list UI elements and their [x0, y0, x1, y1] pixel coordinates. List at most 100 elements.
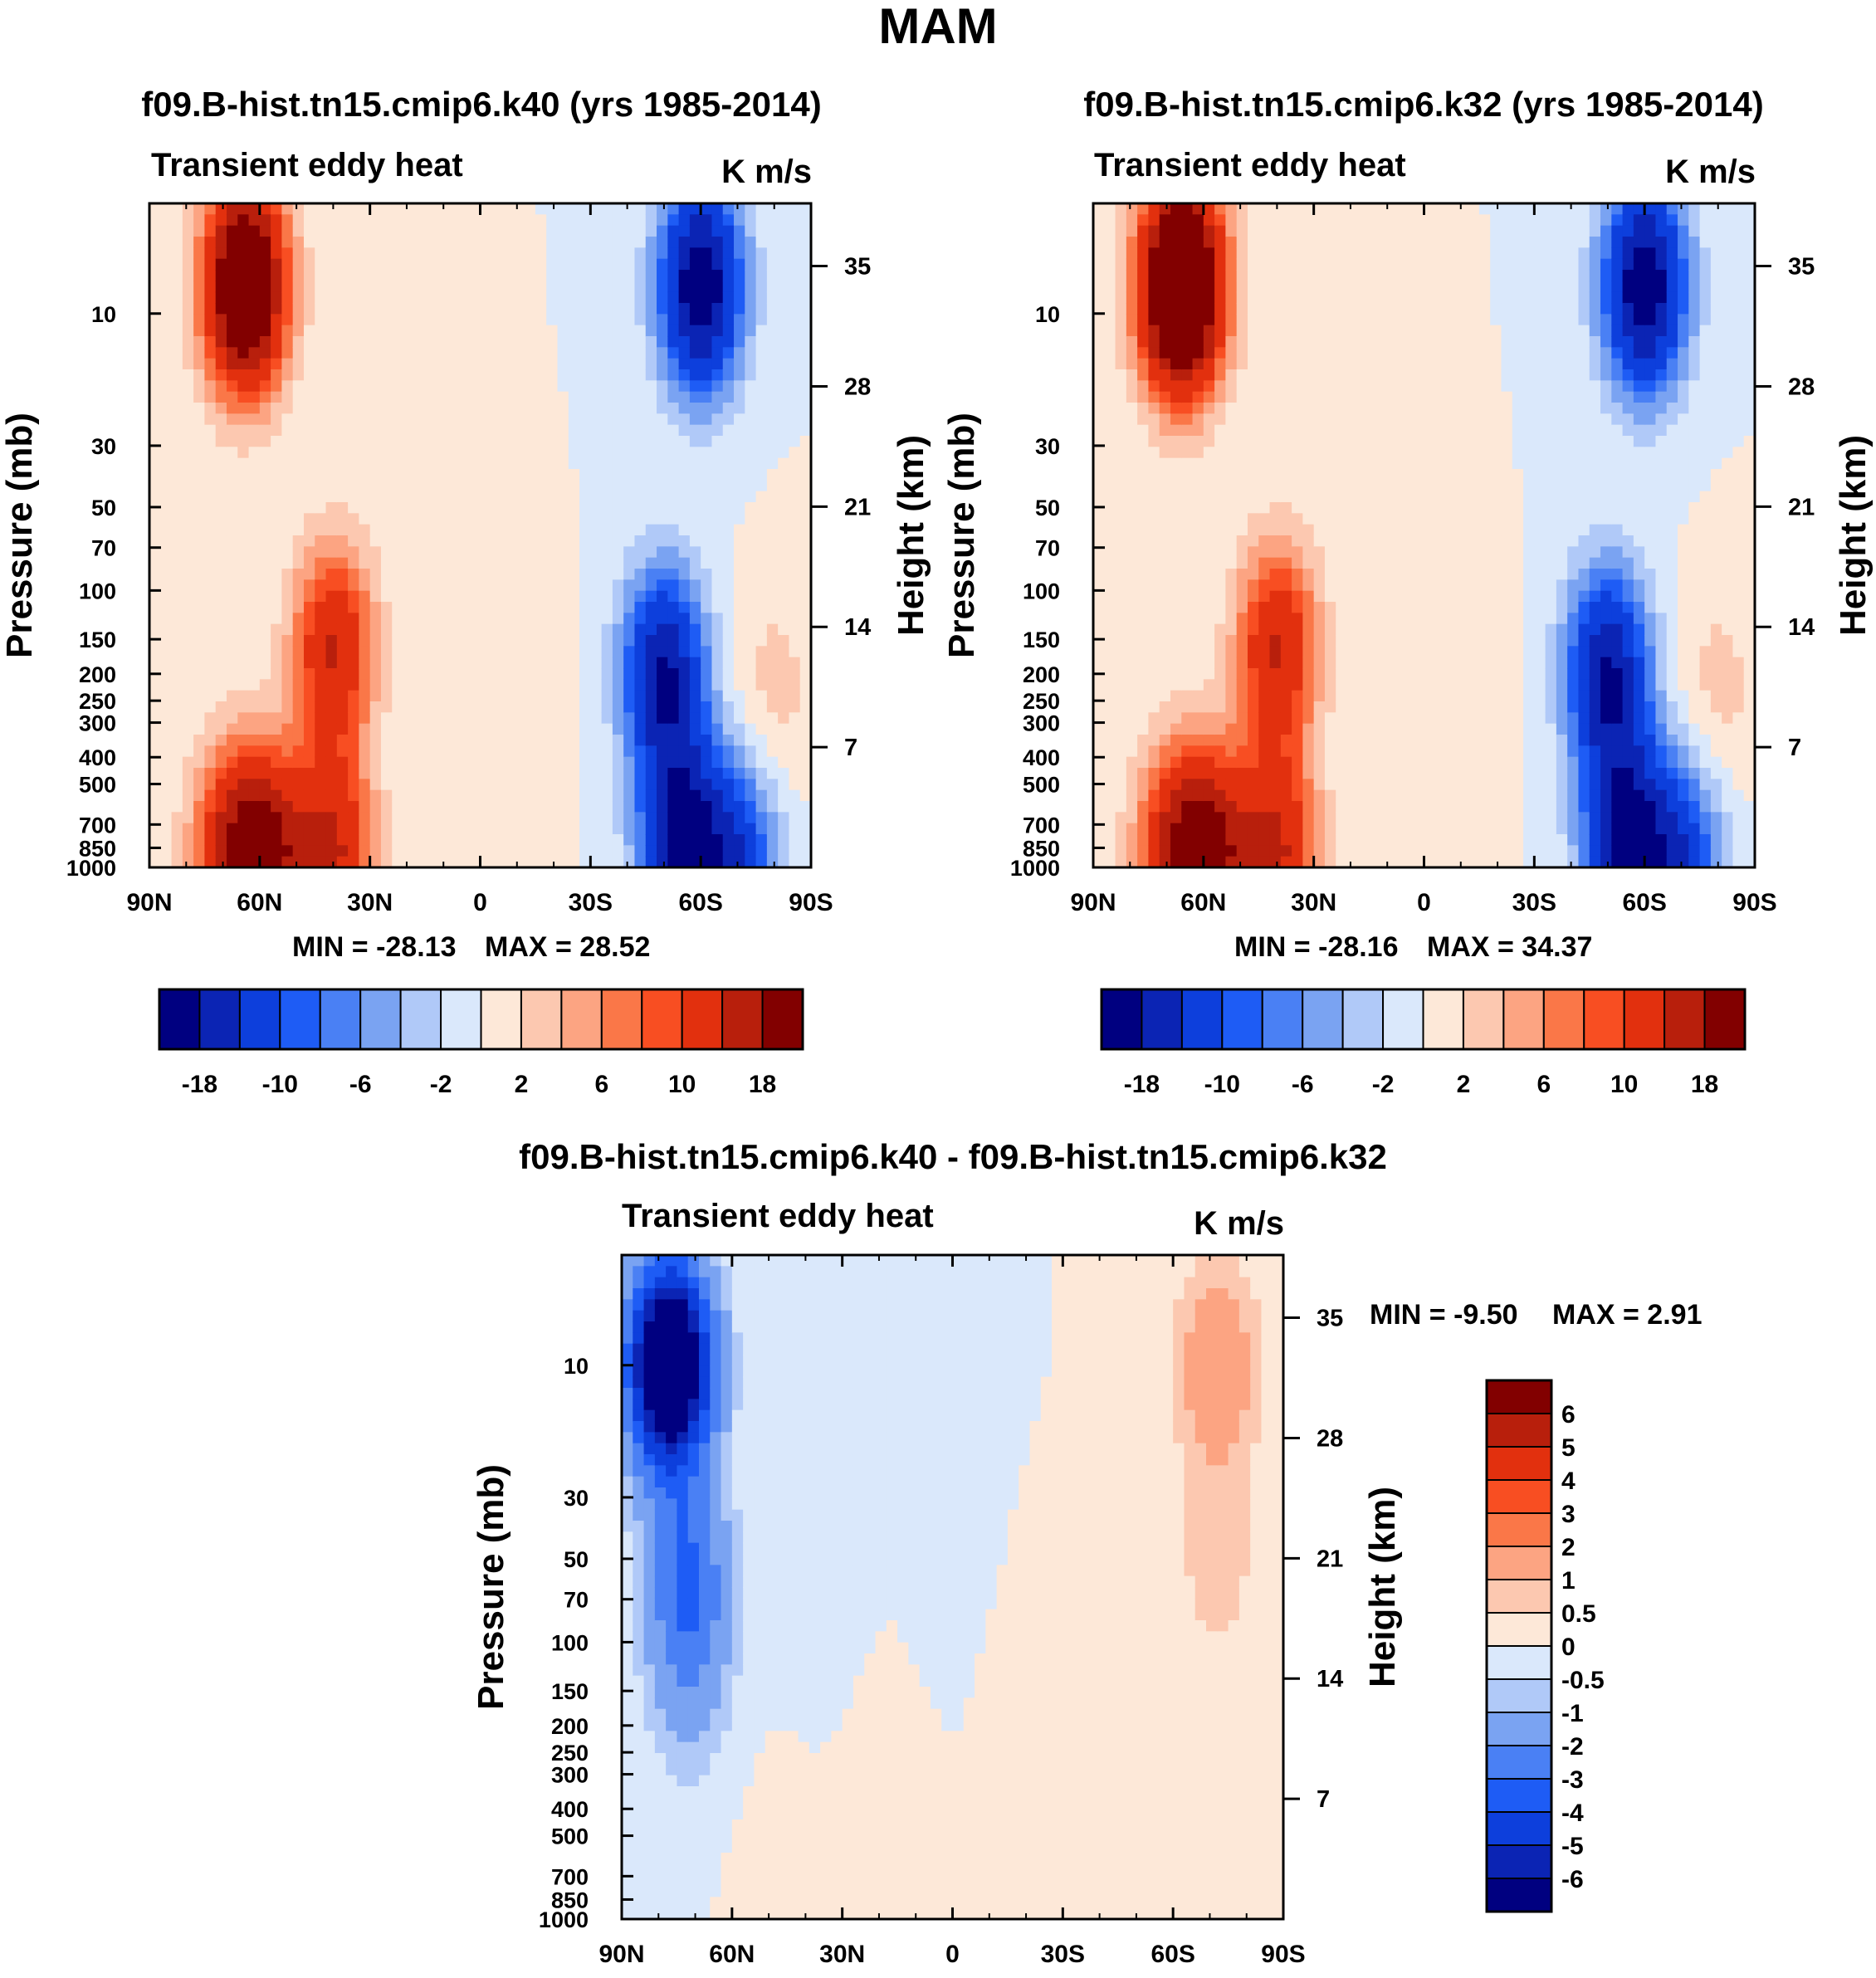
field-cell — [1126, 602, 1138, 613]
field-cell — [204, 524, 217, 536]
field-cell — [1313, 690, 1326, 702]
field-cell — [281, 214, 294, 227]
field-cell — [513, 513, 525, 525]
field-cell — [1269, 480, 1282, 492]
field-cell — [380, 336, 393, 348]
field-cell — [1148, 336, 1160, 348]
field-cell — [1203, 789, 1215, 802]
field-cell — [1302, 834, 1315, 846]
field-cell — [1093, 457, 1105, 470]
field-cell — [193, 391, 206, 403]
field-cell — [491, 613, 503, 625]
field-cell — [292, 469, 305, 481]
field-cell — [745, 602, 757, 613]
field-cell — [1225, 325, 1238, 337]
field-cell — [766, 270, 779, 281]
field-cell — [645, 391, 657, 403]
field-cell — [1192, 325, 1204, 337]
field-cell — [1258, 668, 1271, 680]
field-cell — [469, 524, 481, 536]
field-cell — [303, 657, 315, 669]
field-cell — [1159, 424, 1171, 437]
field-cell — [557, 303, 569, 315]
field-cell — [1159, 668, 1171, 680]
field-cell — [204, 768, 217, 779]
field-cell — [281, 314, 294, 326]
field-cell — [1313, 347, 1326, 359]
field-cell — [1280, 214, 1292, 227]
field-cell — [303, 701, 315, 713]
field-cell — [799, 203, 811, 215]
field-cell — [789, 557, 801, 569]
colorbar-label: -18 — [182, 1071, 217, 1098]
field-cell — [348, 602, 359, 613]
field-cell — [568, 369, 580, 381]
field-cell — [1269, 369, 1282, 381]
field-cell — [1292, 391, 1303, 403]
field-cell — [380, 701, 393, 713]
field-cell — [535, 457, 547, 470]
field-cell — [535, 701, 547, 713]
field-cell — [237, 823, 250, 835]
field-cell — [557, 535, 569, 547]
field-cell — [1269, 768, 1282, 779]
field-cell — [480, 602, 492, 613]
field-cell — [392, 557, 404, 569]
y-tick-label: 100 — [79, 579, 116, 603]
field-cell — [425, 436, 437, 447]
field-cell — [1214, 779, 1226, 791]
field-cell — [369, 579, 382, 592]
colorbar-label: -2 — [430, 1071, 452, 1098]
field-cell — [689, 237, 701, 248]
field-cell — [1292, 569, 1303, 580]
field-cell — [237, 569, 250, 580]
field-cell — [645, 823, 657, 835]
field-cell — [359, 579, 371, 592]
field-cell — [480, 646, 492, 658]
field-cell — [1225, 491, 1238, 503]
field-cell — [1292, 270, 1303, 281]
field-cell — [160, 413, 173, 426]
field-cell — [645, 336, 657, 348]
field-cell — [204, 579, 217, 592]
field-cell — [425, 358, 437, 370]
field-cell — [678, 646, 691, 658]
field-cell — [579, 635, 591, 647]
field-cell — [248, 369, 261, 381]
field-cell — [546, 203, 559, 215]
field-cell — [601, 491, 613, 503]
field-cell — [524, 701, 536, 713]
field-cell — [182, 679, 194, 691]
field-cell — [1137, 325, 1150, 337]
field-cell — [303, 679, 315, 691]
field-cell — [579, 457, 591, 470]
field-cell — [711, 380, 724, 393]
field-cell — [1192, 447, 1204, 459]
field-cell — [667, 690, 680, 702]
field-cell — [380, 203, 393, 215]
field-cell — [557, 646, 569, 658]
field-cell — [491, 325, 503, 337]
field-cell — [601, 834, 613, 846]
field-cell — [689, 579, 701, 592]
field-cell — [766, 469, 779, 481]
field-cell — [226, 845, 238, 857]
field-cell — [1292, 745, 1303, 758]
field-cell — [612, 635, 624, 647]
field-cell — [535, 524, 547, 536]
field-cell — [248, 789, 261, 802]
field-cell — [722, 413, 735, 426]
field-cell — [193, 524, 206, 536]
field-cell — [1093, 325, 1105, 337]
field-cell — [524, 823, 536, 835]
field-cell — [1159, 247, 1171, 260]
field-cell — [711, 569, 724, 580]
field-cell — [491, 237, 503, 248]
field-cell — [667, 369, 680, 381]
field-cell — [1280, 380, 1292, 393]
field-cell — [645, 845, 657, 857]
field-cell — [1192, 258, 1204, 271]
field-cell — [336, 723, 349, 735]
field-cell — [413, 291, 426, 304]
field-cell — [1302, 602, 1315, 613]
